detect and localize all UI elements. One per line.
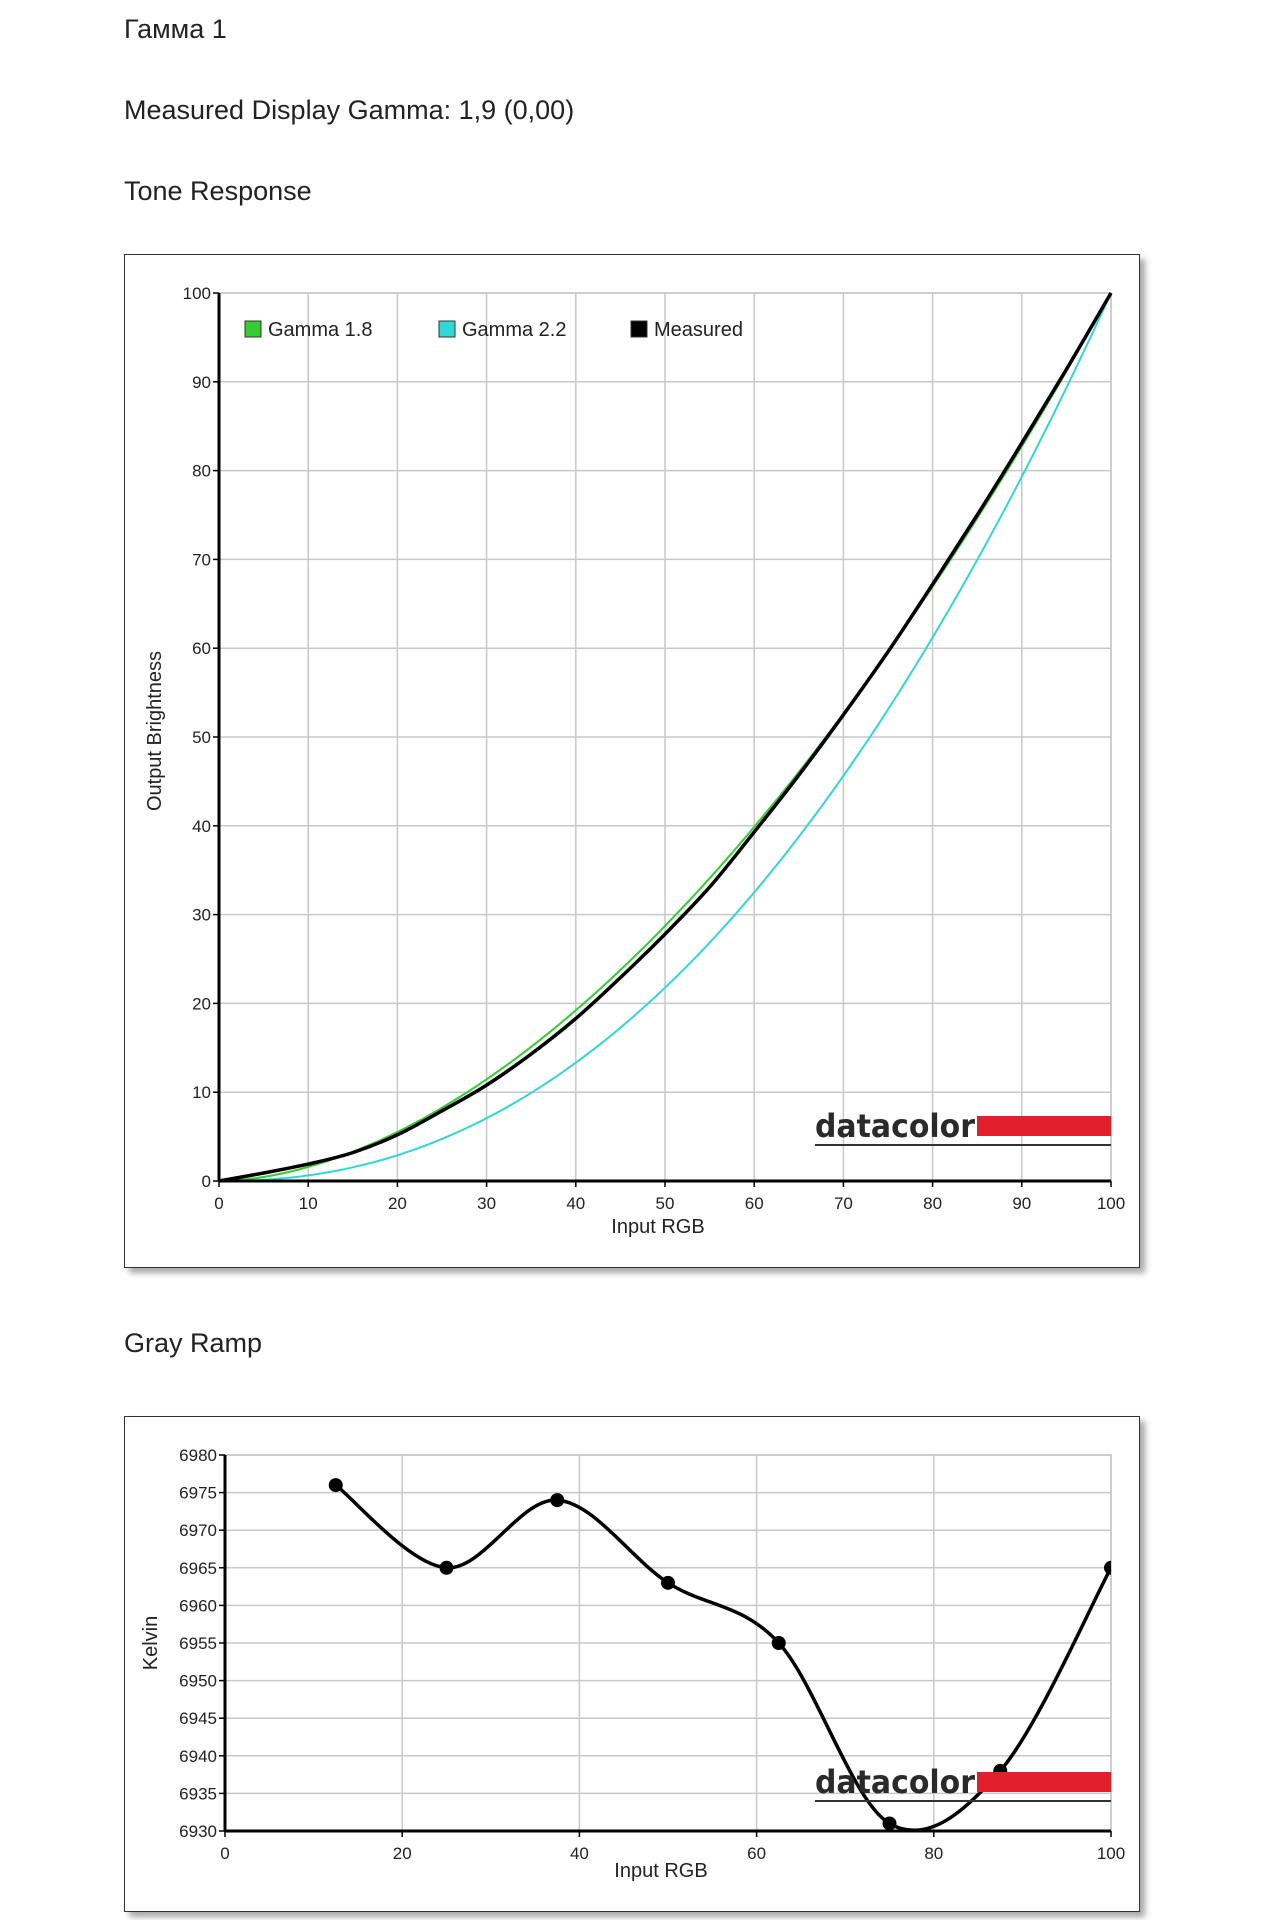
tone-y-tick-label: 30: [192, 906, 211, 925]
tone-legend-label-1: Gamma 1.8: [268, 319, 372, 341]
tone-y-tick-label: 40: [192, 817, 211, 836]
gray-data-point: [439, 1560, 454, 1575]
tone-series-line-3: [218, 292, 1113, 1183]
gray-ramp-heading: Gray Ramp: [124, 1328, 263, 1358]
tone-legend-swatch-3: [630, 320, 648, 338]
tone-legend-label-2: Gamma 2.2: [462, 319, 566, 341]
tone-response-heading: Tone Response: [124, 176, 312, 206]
tone-response-chart: 0 10 20 30 40 50 60 70 80 90 100 0 10 20 30 40 50 60 70 80 9…: [124, 254, 1140, 1268]
tone-x-tick-label: 50: [656, 1194, 675, 1213]
tone-x-tick-label: 70: [834, 1194, 853, 1213]
gray-tick-labels: 0 20 40 60 80 100 6930 6935 6940 6945 6950 6955 6960…: [179, 1446, 1125, 1863]
tone-x-tick-label: 60: [745, 1194, 764, 1213]
tone-legend-label-3: Measured: [654, 319, 743, 341]
gray-y-tick-label: 6970: [179, 1521, 217, 1540]
gray-data-point: [771, 1636, 786, 1650]
tone-grid: [218, 292, 1112, 1182]
tone-x-axis-title: Input RGB: [611, 1216, 704, 1238]
gray-y-tick-label: 6945: [179, 1709, 217, 1728]
gray-y-tick-label: 6930: [179, 1822, 217, 1841]
gray-x-tick-label: 20: [393, 1844, 412, 1863]
tone-response-plot: 0 10 20 30 40 50 60 70 80 90 100 0 10 20 30 40 50 60 70 80 9…: [144, 284, 1126, 1238]
tone-x-tick-label: 80: [923, 1194, 942, 1213]
tone-x-tick-label: 10: [299, 1194, 318, 1213]
gray-ramp-chart: 0 20 40 60 80 100 6930 6935 6940 6945 6950 6955 6960…: [124, 1416, 1140, 1912]
gray-logo-bar: [977, 1772, 1111, 1792]
gray-data-point: [661, 1575, 675, 1590]
gray-data-point: [1104, 1560, 1111, 1575]
tone-y-tick-label: 100: [183, 284, 211, 303]
tone-tick-labels: 0 10 20 30 40 50 60 70 80 90 100 0 10 20 30 40 50 60 70 80 9…: [183, 284, 1126, 1213]
tone-y-tick-label: 70: [192, 550, 211, 569]
gamma-readout: Measured Display Gamma: 1,9 (0,00): [124, 95, 575, 125]
gray-datacolor-logo: datacolor: [815, 1763, 1111, 1802]
gray-y-tick-label: 6940: [179, 1747, 217, 1766]
gray-x-tick-label: 0: [220, 1844, 229, 1863]
tone-y-tick-label: 90: [192, 373, 211, 392]
gray-data-point: [328, 1478, 343, 1493]
tone-x-tick-label: 90: [1012, 1194, 1031, 1213]
gray-x-axis-title: Input RGB: [614, 1860, 707, 1882]
tone-series-group: [218, 292, 1113, 1183]
tone-logo-text: datacolor: [815, 1107, 975, 1145]
gray-y-axis-title: Kelvin: [140, 1616, 162, 1670]
gray-y-tick-label: 6980: [179, 1446, 217, 1465]
tone-x-tick-label: 30: [477, 1194, 496, 1213]
gray-x-tick-label: 80: [924, 1844, 943, 1863]
gray-y-tick-label: 6975: [179, 1484, 217, 1503]
tone-x-tick-label: 0: [214, 1194, 223, 1213]
tone-legend: Gamma 1.8 Gamma 2.2 Measured: [244, 319, 743, 341]
tone-y-tick-label: 50: [192, 728, 211, 747]
tone-series-line-2: [219, 292, 1112, 1182]
tone-y-tick-label: 0: [202, 1172, 211, 1191]
gray-data-point: [882, 1816, 897, 1831]
gray-x-tick-label: 100: [1097, 1844, 1125, 1863]
gray-series-group: [328, 1478, 1111, 1831]
tone-y-tick-label: 80: [192, 462, 211, 481]
gray-y-tick-label: 6960: [179, 1596, 217, 1615]
tone-y-tick-label: 60: [192, 639, 211, 658]
tone-y-tick-label: 20: [192, 994, 211, 1013]
tone-x-tick-label: 100: [1097, 1194, 1125, 1213]
tone-y-tick-label: 10: [192, 1083, 211, 1102]
gray-y-tick-label: 6955: [179, 1634, 217, 1653]
gray-y-tick-label: 6965: [179, 1559, 217, 1578]
gray-logo-text: datacolor: [815, 1763, 975, 1801]
tone-logo-bar: [977, 1116, 1111, 1136]
gray-ramp-plot: 0 20 40 60 80 100 6930 6935 6940 6945 6950 6955 6960…: [140, 1446, 1125, 1882]
gray-y-tick-label: 6935: [179, 1784, 217, 1803]
gray-data-point: [550, 1493, 565, 1508]
page-title: Гамма 1: [124, 14, 227, 44]
gray-x-tick-label: 60: [747, 1844, 766, 1863]
tone-y-axis-title: Output Brightness: [144, 651, 166, 811]
tone-legend-swatch-1: [244, 320, 262, 338]
tone-x-tick-label: 40: [566, 1194, 585, 1213]
gray-y-tick-label: 6950: [179, 1672, 217, 1691]
gray-grid: [224, 1454, 1112, 1832]
tone-legend-swatch-2: [438, 320, 456, 338]
tone-x-tick-label: 20: [388, 1194, 407, 1213]
gray-x-tick-label: 40: [570, 1844, 589, 1863]
tone-datacolor-logo: datacolor: [815, 1107, 1111, 1146]
